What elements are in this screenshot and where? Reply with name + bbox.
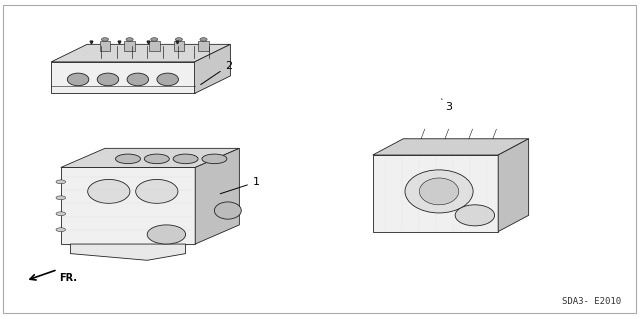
Ellipse shape bbox=[455, 205, 495, 226]
Text: 3: 3 bbox=[442, 99, 452, 112]
Ellipse shape bbox=[97, 73, 118, 86]
Ellipse shape bbox=[101, 38, 109, 41]
Polygon shape bbox=[195, 44, 230, 93]
Ellipse shape bbox=[145, 154, 169, 164]
Ellipse shape bbox=[127, 73, 148, 86]
Ellipse shape bbox=[67, 73, 89, 86]
Ellipse shape bbox=[56, 180, 65, 184]
Ellipse shape bbox=[150, 38, 158, 41]
Polygon shape bbox=[498, 139, 529, 232]
Ellipse shape bbox=[175, 38, 182, 41]
Bar bbox=[124, 41, 135, 51]
Ellipse shape bbox=[56, 228, 65, 232]
Ellipse shape bbox=[214, 202, 241, 219]
Ellipse shape bbox=[157, 73, 179, 86]
Polygon shape bbox=[372, 139, 529, 155]
Bar bbox=[173, 41, 184, 51]
Bar bbox=[198, 41, 209, 51]
Ellipse shape bbox=[88, 179, 130, 204]
Polygon shape bbox=[372, 155, 498, 232]
Polygon shape bbox=[61, 167, 195, 244]
Text: SDA3- E2010: SDA3- E2010 bbox=[562, 297, 621, 306]
Ellipse shape bbox=[115, 154, 141, 164]
Ellipse shape bbox=[147, 225, 186, 244]
Text: 2: 2 bbox=[201, 61, 232, 85]
Text: FR.: FR. bbox=[60, 272, 77, 283]
Polygon shape bbox=[61, 148, 239, 167]
Polygon shape bbox=[195, 148, 239, 244]
Polygon shape bbox=[70, 244, 186, 260]
Ellipse shape bbox=[56, 196, 65, 200]
Ellipse shape bbox=[419, 178, 459, 205]
Text: 1: 1 bbox=[220, 177, 260, 194]
Ellipse shape bbox=[200, 38, 207, 41]
Ellipse shape bbox=[136, 179, 178, 204]
Ellipse shape bbox=[202, 154, 227, 164]
Ellipse shape bbox=[405, 170, 473, 213]
Polygon shape bbox=[51, 44, 230, 62]
Ellipse shape bbox=[173, 154, 198, 164]
Ellipse shape bbox=[56, 212, 65, 216]
Bar bbox=[149, 41, 159, 51]
Polygon shape bbox=[51, 62, 195, 93]
Bar bbox=[100, 41, 110, 51]
Ellipse shape bbox=[126, 38, 133, 41]
